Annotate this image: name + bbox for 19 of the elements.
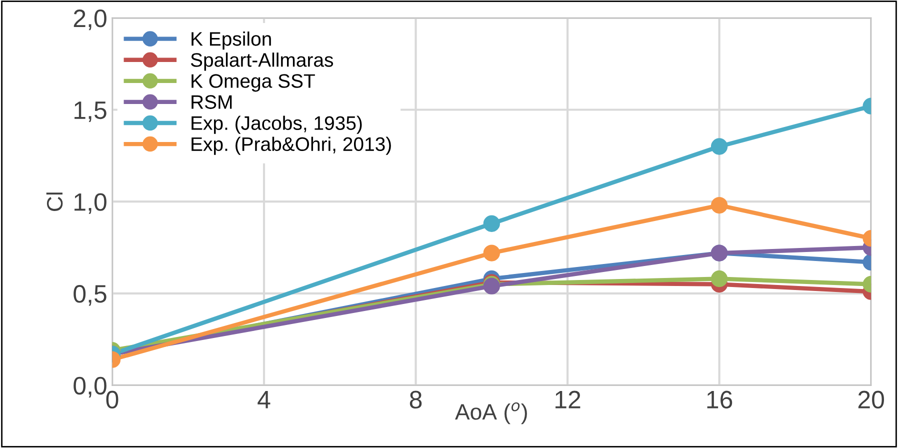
legend-label: Spalart-Allmaras xyxy=(190,52,334,71)
y-tick-label: 2,0 xyxy=(74,10,106,30)
y-tick-label: 0,0 xyxy=(74,376,106,398)
y-tick-label: 1,0 xyxy=(74,193,106,214)
x-tick-label: 0 xyxy=(106,390,118,409)
y-tick-label: 1,5 xyxy=(74,102,106,122)
legend-label: K Epsilon xyxy=(192,32,271,50)
x-tick-label: 4 xyxy=(258,391,270,408)
x-tick-label: 16 xyxy=(707,390,732,409)
legend-label: K Omega SST xyxy=(192,74,315,92)
y-tick-label: 0,5 xyxy=(74,285,106,306)
legend-label: Exp. (Jacobs, 1935) xyxy=(192,116,362,134)
x-tick-label: 8 xyxy=(410,390,422,409)
y-axis-title: Cl xyxy=(46,192,63,211)
x-axis-title: AoA ($^{o}$) xyxy=(455,402,527,424)
legend-label: Exp. (Prab&Ohri, 2013) xyxy=(192,136,391,155)
x-tick-label: 20 xyxy=(858,390,884,409)
legend-label: RSM xyxy=(192,95,232,109)
x-tick-label: 12 xyxy=(556,390,580,408)
